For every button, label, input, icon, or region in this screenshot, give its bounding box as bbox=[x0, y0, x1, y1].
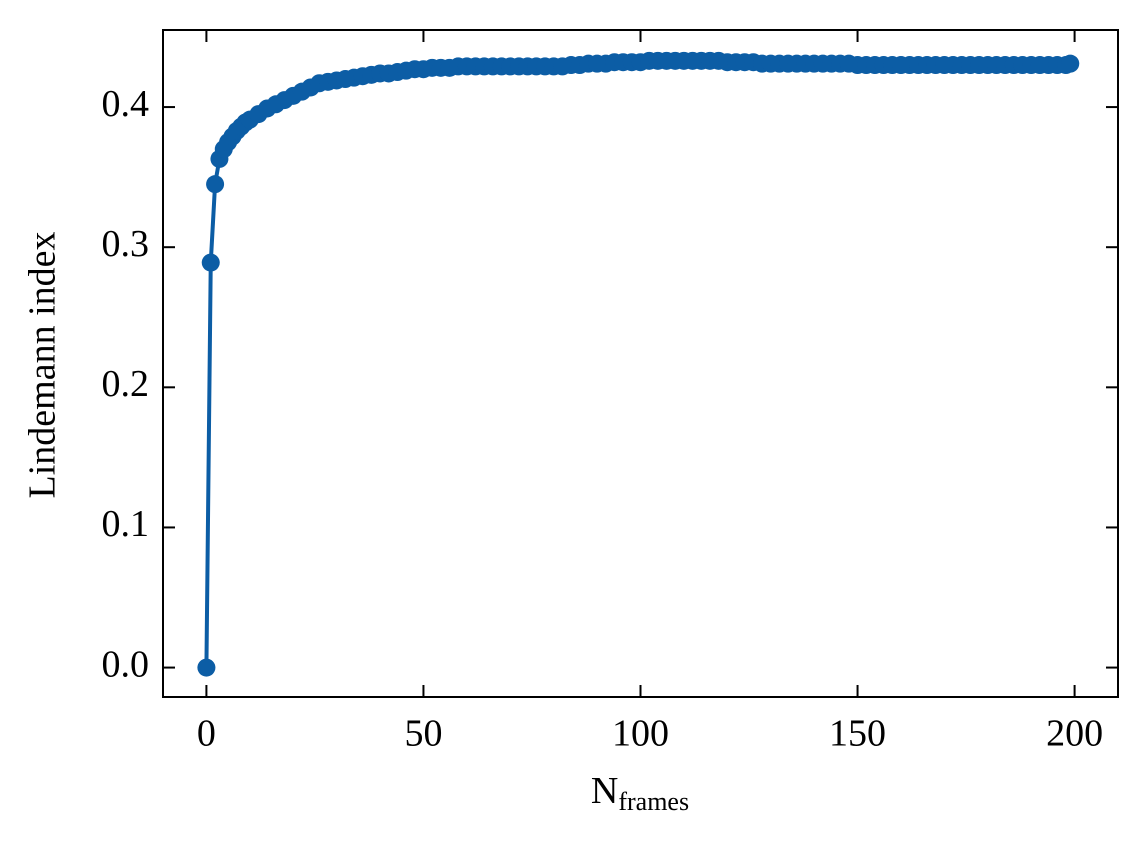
plot-frame bbox=[162, 29, 1119, 698]
data-point bbox=[201, 253, 220, 272]
data-line bbox=[204, 58, 1071, 668]
data-point bbox=[206, 175, 225, 194]
x-tick-label: 50 bbox=[404, 713, 442, 755]
y-tick-label: 0.3 bbox=[102, 223, 150, 265]
y-tick-label: 0.2 bbox=[102, 363, 150, 405]
data-point bbox=[1061, 54, 1080, 73]
y-axis-label: Lindemann index bbox=[22, 232, 64, 499]
x-tick-label: 150 bbox=[829, 713, 886, 755]
x-axis-label: Nframes bbox=[591, 770, 689, 816]
x-tick-label: 0 bbox=[197, 713, 216, 755]
x-tick-label: 100 bbox=[612, 713, 669, 755]
x-tick-label: 200 bbox=[1046, 713, 1103, 755]
x-axis-label-main: N bbox=[591, 770, 618, 812]
y-tick-label: 0.0 bbox=[102, 643, 150, 685]
x-axis-label-sub: frames bbox=[618, 787, 689, 816]
y-tick-label: 0.1 bbox=[102, 503, 150, 545]
y-tick-label: 0.4 bbox=[102, 83, 150, 125]
data-point bbox=[197, 658, 216, 677]
